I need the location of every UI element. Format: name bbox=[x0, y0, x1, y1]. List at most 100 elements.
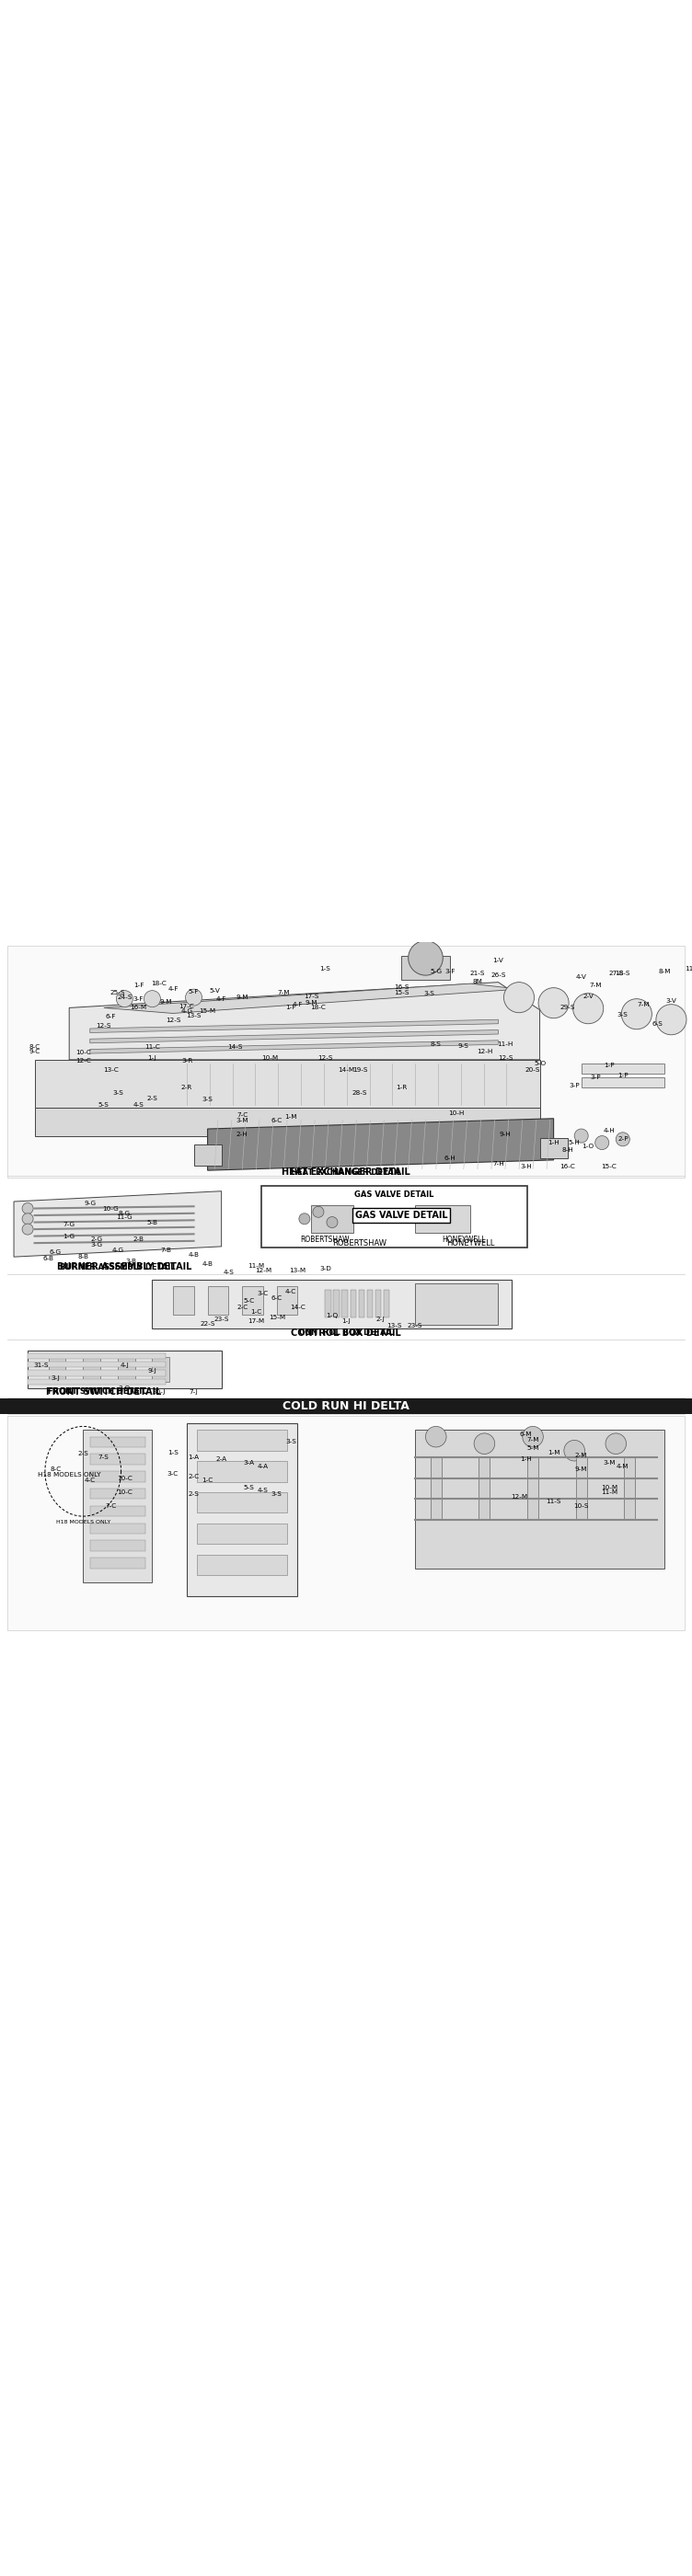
Text: 4-F: 4-F bbox=[167, 987, 179, 992]
Text: 1-M: 1-M bbox=[284, 1113, 297, 1118]
Text: 12-C: 12-C bbox=[75, 1059, 91, 1064]
Text: 1-H: 1-H bbox=[548, 1141, 559, 1146]
Bar bbox=[0, 1399, 692, 1414]
Text: 1-V: 1-V bbox=[493, 958, 504, 963]
Text: 10-C: 10-C bbox=[117, 1476, 132, 1481]
Text: 10-H: 10-H bbox=[448, 1110, 465, 1115]
Text: 3-M: 3-M bbox=[236, 1118, 248, 1123]
Bar bbox=[415, 1283, 498, 1324]
Text: 10-M: 10-M bbox=[601, 1484, 617, 1489]
Text: 2-J: 2-J bbox=[376, 1316, 385, 1321]
Text: 8-C: 8-C bbox=[50, 1466, 61, 1471]
Text: 3-M: 3-M bbox=[603, 1461, 615, 1466]
Polygon shape bbox=[35, 1059, 540, 1108]
Text: 14-M: 14-M bbox=[338, 1066, 354, 1072]
Text: 21-S: 21-S bbox=[470, 971, 485, 976]
Bar bbox=[581, 1064, 664, 1074]
Text: 12-S: 12-S bbox=[318, 1056, 333, 1061]
Text: 4-F: 4-F bbox=[216, 997, 227, 1002]
Text: 11-G: 11-G bbox=[116, 1216, 133, 1221]
Text: 3-J: 3-J bbox=[51, 1376, 60, 1381]
Text: 12-S: 12-S bbox=[498, 1056, 513, 1061]
Text: 6-C: 6-C bbox=[271, 1296, 282, 1301]
Bar bbox=[576, 1458, 587, 1520]
Text: 5-B: 5-B bbox=[147, 1218, 158, 1226]
Text: 26-S: 26-S bbox=[491, 974, 506, 979]
Circle shape bbox=[504, 981, 534, 1012]
Text: 4-C: 4-C bbox=[285, 1288, 296, 1293]
Text: 3-H: 3-H bbox=[520, 1164, 531, 1170]
Circle shape bbox=[522, 1427, 543, 1448]
Text: 3-S: 3-S bbox=[271, 1492, 282, 1497]
Bar bbox=[415, 1430, 664, 1569]
Text: 16-S: 16-S bbox=[394, 984, 409, 989]
Text: 2-H: 2-H bbox=[237, 1131, 248, 1136]
Text: 25-S: 25-S bbox=[110, 989, 125, 994]
Text: 11-M: 11-M bbox=[601, 1489, 617, 1494]
Circle shape bbox=[116, 992, 133, 1007]
Text: 7-H: 7-H bbox=[493, 1162, 504, 1167]
Text: 11-H: 11-H bbox=[497, 1041, 513, 1048]
Bar bbox=[581, 1077, 664, 1087]
Text: 1-J: 1-J bbox=[342, 1319, 350, 1324]
Text: 9-M: 9-M bbox=[575, 1466, 588, 1471]
Text: 9-H: 9-H bbox=[500, 1131, 511, 1136]
Text: 14-S: 14-S bbox=[228, 1043, 243, 1051]
Text: 23-S: 23-S bbox=[408, 1324, 423, 1329]
Text: 6-H: 6-H bbox=[444, 1157, 455, 1162]
Text: 3-B: 3-B bbox=[126, 1260, 137, 1265]
Text: FRONT SWITCH DETAIL: FRONT SWITCH DETAIL bbox=[46, 1386, 161, 1396]
Circle shape bbox=[621, 999, 652, 1030]
Bar bbox=[173, 1285, 194, 1314]
Text: 7-G: 7-G bbox=[63, 1221, 75, 1226]
Bar bbox=[90, 1522, 145, 1533]
Text: 4-S: 4-S bbox=[257, 1489, 268, 1494]
Text: 4-B: 4-B bbox=[202, 1262, 213, 1267]
Text: 4-G: 4-G bbox=[111, 1247, 124, 1252]
Circle shape bbox=[574, 1128, 588, 1144]
Text: ROBERTSHAW: ROBERTSHAW bbox=[333, 1239, 387, 1247]
Text: 3-D: 3-D bbox=[319, 1265, 331, 1273]
Text: 16-C: 16-C bbox=[560, 1164, 575, 1170]
Bar bbox=[334, 1291, 340, 1319]
Polygon shape bbox=[90, 1041, 498, 1054]
Bar bbox=[48, 1358, 66, 1381]
Text: GAS VALVE DETAIL: GAS VALVE DETAIL bbox=[355, 1190, 434, 1198]
Text: 4-M: 4-M bbox=[617, 1463, 629, 1468]
Bar bbox=[194, 1144, 221, 1164]
Text: 5-S: 5-S bbox=[244, 1484, 255, 1489]
Text: 11-M: 11-M bbox=[248, 1262, 264, 1267]
Text: 5-M: 5-M bbox=[527, 1445, 539, 1450]
Polygon shape bbox=[35, 1108, 540, 1136]
Bar bbox=[479, 1458, 490, 1520]
Bar bbox=[28, 1378, 166, 1383]
Circle shape bbox=[313, 1206, 324, 1218]
Bar bbox=[7, 945, 685, 1177]
Text: 3-O: 3-O bbox=[118, 1386, 131, 1391]
Text: 15-M: 15-M bbox=[268, 1314, 285, 1319]
Text: 1-H: 1-H bbox=[520, 1458, 531, 1463]
Text: 9-G: 9-G bbox=[84, 1200, 96, 1206]
Bar bbox=[350, 1291, 356, 1319]
Text: 13-M: 13-M bbox=[289, 1267, 306, 1273]
Circle shape bbox=[426, 1427, 446, 1448]
Text: 17-S: 17-S bbox=[304, 994, 319, 999]
Text: 1-S: 1-S bbox=[167, 1450, 179, 1455]
Text: 9-J: 9-J bbox=[148, 1368, 156, 1373]
Text: 15-C: 15-C bbox=[601, 1164, 617, 1170]
Circle shape bbox=[185, 989, 202, 1005]
Text: 2-S: 2-S bbox=[188, 1492, 199, 1497]
Bar bbox=[90, 1507, 145, 1517]
Polygon shape bbox=[90, 1020, 498, 1033]
Bar bbox=[90, 1558, 145, 1569]
Text: 17-M: 17-M bbox=[248, 1319, 264, 1324]
Circle shape bbox=[564, 1440, 585, 1461]
Text: 1-C: 1-C bbox=[251, 1309, 262, 1314]
Text: 9-M: 9-M bbox=[236, 994, 248, 999]
Text: 6-M: 6-M bbox=[520, 1432, 532, 1437]
Text: 2-C: 2-C bbox=[188, 1473, 199, 1479]
Bar bbox=[90, 1540, 145, 1551]
Text: 5-V: 5-V bbox=[209, 987, 220, 994]
Text: 8-M: 8-M bbox=[658, 969, 671, 974]
Text: 16-M: 16-M bbox=[130, 1005, 147, 1010]
